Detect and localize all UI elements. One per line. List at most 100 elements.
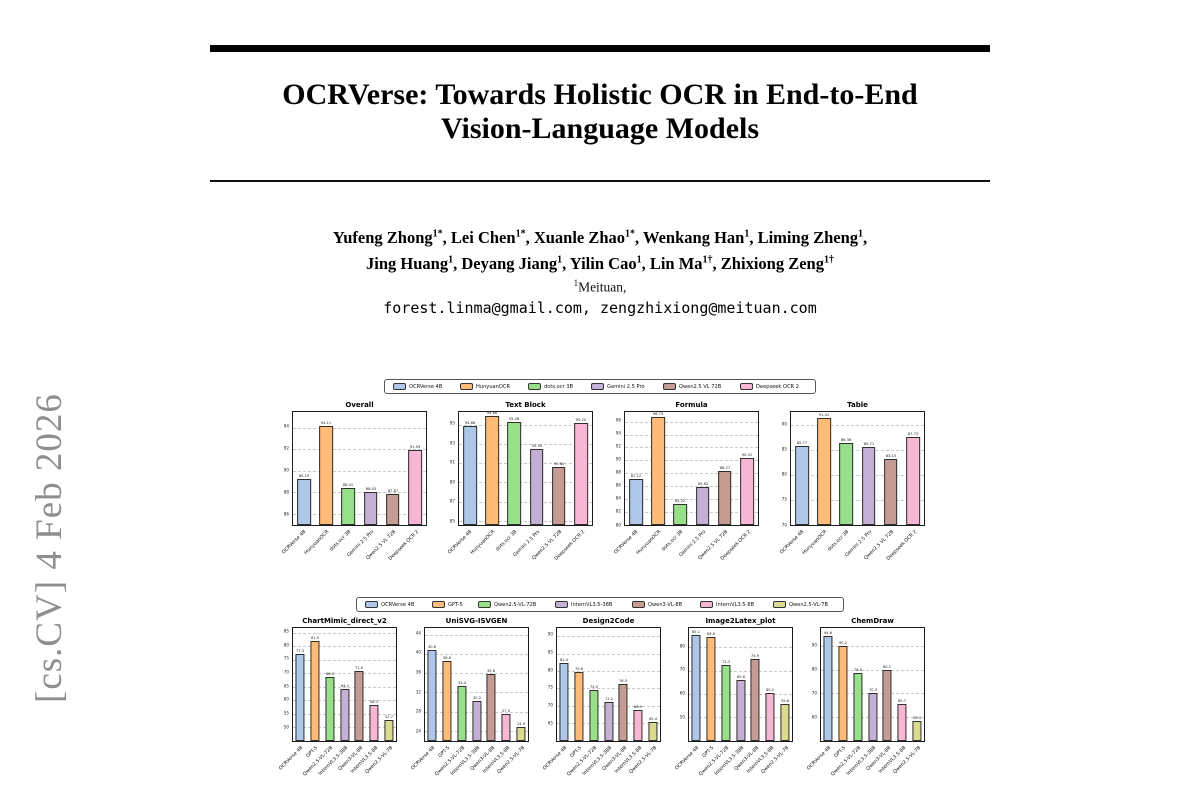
y-tick-label: 90 [615, 457, 621, 463]
chart-title: Table [847, 400, 868, 409]
bar-value-label: 68.5 [325, 672, 334, 677]
legend-label: Gemini 2.5 Pro [606, 383, 645, 389]
chart-title: ChemDraw [851, 616, 894, 625]
legend-swatch [432, 600, 446, 608]
gridline [293, 632, 396, 634]
x-axis-labels: OCRVerse 4B GPT-5 Qwen2.5-VL-72B InternVL3.… [673, 742, 793, 797]
bar-value-label: 96.73 [653, 411, 664, 417]
bar [691, 635, 701, 741]
bar [906, 436, 920, 525]
legend-label: Qwen2.5 VL 72B [678, 383, 721, 389]
bar-value-label: 77.3 [296, 648, 305, 653]
figure2-legend: OCRVerse 4B GPT-5 Qwen2.5-VL-72B InternVL3.… [355, 596, 845, 612]
bar [817, 418, 832, 525]
bar [529, 448, 544, 525]
legend-item: Qwen3-VL-8B [632, 600, 688, 608]
bar [295, 653, 305, 741]
plot-area: 70 75 80 85 90 85.77 91.41 86.38 85.71 83.15 87.73 [782, 410, 925, 527]
title-line-2: Vision-Language Models [440, 112, 760, 145]
author-superscript: 1 [557, 254, 563, 266]
y-tick-label: 82 [615, 509, 621, 515]
y-tick-label: 65 [283, 683, 289, 689]
author-superscript: 1 [636, 254, 642, 266]
legend-label: Qwen2.5-VL-7B [789, 601, 829, 607]
legend-item: HunyuanOCR [460, 382, 516, 390]
bar [673, 503, 688, 525]
legend-item: Qwen2.5-VL-72B [477, 600, 544, 608]
y-tick-label: 91 [449, 460, 455, 466]
legend-label: dots.ocr 3B [544, 383, 574, 389]
y-tick-label: 36 [415, 670, 421, 675]
bar [501, 714, 511, 741]
gridline [459, 501, 592, 503]
bar [427, 650, 437, 741]
gridline [293, 449, 426, 451]
contact-emails[interactable]: forest.linma@gmail.com, zengzhixiong@mei… [383, 298, 817, 317]
plot-area: 85 87 89 91 93 95 94.88 95.88 95.28 92.50 90.60 95.… [450, 410, 593, 526]
bar [341, 487, 356, 525]
bar-value-label: 58.3 [369, 699, 378, 704]
bar [471, 701, 482, 741]
bar-value-label: 58.4 [912, 715, 921, 720]
bar [853, 673, 863, 741]
legend-item: Qwen2.5 VL 72B [662, 382, 729, 390]
paper-page: { "page": { "arxiv_banner": "[cs.CV] 4 F… [0, 45, 1200, 777]
chart-title: ChartMimic_direct_v2 [302, 616, 387, 625]
bar [408, 449, 422, 525]
bar [551, 467, 566, 525]
x-tick-label: GPT-5 [304, 744, 319, 759]
x-tick-label: OCRVerse 4B [409, 744, 436, 771]
x-tick-label: dots.ocr 3B [494, 528, 519, 552]
plot-area: 60 70 80 90 94.6 90.2 78.5 70.3 80.1 65.7 58.4 [812, 626, 925, 742]
affiliation-text: Meituan, [578, 279, 627, 295]
y-tick-label: 88 [615, 470, 621, 476]
bar-value-label: 86.38 [841, 438, 852, 443]
legend-label: InternVL3.5-8B [716, 601, 755, 607]
bar [795, 446, 809, 525]
y-tick-label: 65 [547, 720, 553, 726]
bar [648, 721, 658, 741]
y-tick-label: 90 [781, 421, 787, 427]
x-tick-label: GPT-5 [436, 744, 451, 759]
bar [384, 719, 394, 741]
x-axis-labels: OCRVerse 4B GPT-5 Qwen2.5-VL-72B InternVL3.… [409, 742, 529, 797]
gridline [625, 447, 758, 449]
chart: ChemDraw 60 70 80 90 94.6 90.2 78.5 70.3 80.1 65.7… [803, 617, 925, 797]
bar [861, 446, 876, 525]
legend-swatch [393, 382, 407, 390]
top-rule [210, 45, 990, 52]
y-tick-label: 60 [679, 691, 685, 696]
gridline [625, 421, 758, 423]
y-tick-label: 70 [283, 670, 289, 675]
author-name: Jing Huang1, [366, 254, 462, 273]
bar [485, 416, 500, 525]
bar-value-label: 27.5 [501, 708, 510, 714]
legend-label: GPT-5 [448, 601, 463, 607]
bar [750, 659, 760, 741]
y-tick-label: 90 [283, 467, 289, 473]
figure1-charts: Overall 86 88 90 92 94 89.19 94.11 88.41 88.03 87.… [275, 401, 925, 581]
x-tick-label: dots.ocr 3B [328, 528, 353, 552]
bar [325, 677, 335, 741]
x-axis-labels: OCRVerse 4B HunyuanOCR dots.ocr 3B Gemini 2… [613, 526, 759, 581]
bar [385, 493, 400, 525]
legend-item: Gemini 2.5 Pro [590, 382, 651, 390]
bar-value-label: 65.4 [648, 716, 657, 721]
chart: Table 70 75 80 85 90 85.77 91.41 86.38 85.71 83.15… [773, 401, 925, 581]
x-tick-label: OCRVerse 4B [805, 744, 832, 771]
bar-value-label: 40.8 [428, 644, 437, 650]
x-axis-labels: OCRVerse 4B HunyuanOCR dots.ocr 3B Gemini 2… [779, 526, 925, 581]
y-tick-label: 28 [415, 709, 421, 715]
y-tick-label: 85 [547, 650, 553, 655]
author-name: Zhixiong Zeng1† [720, 254, 834, 273]
author-superscript: 1† [823, 254, 834, 266]
bar-value-label: 52.7 [384, 714, 393, 719]
bar [574, 671, 584, 741]
bar [559, 662, 569, 741]
gridline [293, 470, 426, 472]
y-tick-label: 94 [283, 424, 289, 429]
y-tick-label: 96 [615, 418, 621, 423]
y-tick-label: 40 [415, 650, 421, 656]
gridline [425, 634, 528, 636]
bar-value-label: 80.1 [883, 664, 892, 669]
